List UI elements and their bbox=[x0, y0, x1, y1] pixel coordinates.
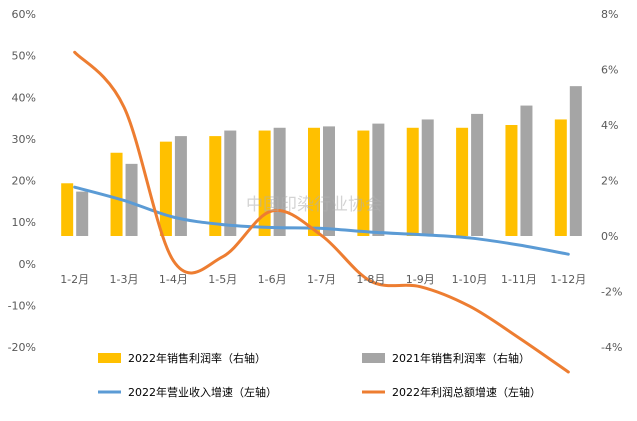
right-tick-label: 6% bbox=[601, 64, 618, 77]
bar-2022-margin bbox=[505, 125, 518, 236]
x-tick-label: 1-6月 bbox=[258, 273, 287, 286]
bar-2021-margin bbox=[273, 127, 286, 236]
right-tick-label: -2% bbox=[601, 286, 622, 299]
right-axis: 8% 6% 4% 2% 0% -2% -4% bbox=[601, 8, 622, 354]
bar-2021-margin bbox=[471, 113, 484, 236]
bar-2022-margin bbox=[110, 152, 123, 236]
bar-2021-margin bbox=[323, 126, 335, 236]
line-profit-growth bbox=[73, 50, 570, 374]
bar-2022-margin bbox=[357, 130, 370, 236]
x-tick-label: 1-9月 bbox=[406, 273, 435, 286]
bar-series bbox=[61, 86, 582, 237]
bar-2022-margin bbox=[456, 127, 469, 236]
bar-2022-margin bbox=[258, 130, 271, 236]
left-axis: 60% 50% 40% 30% 20% 10% 0% -10% -20% bbox=[8, 8, 36, 354]
bar-2022-margin bbox=[61, 183, 74, 236]
line-revenue-growth bbox=[73, 185, 570, 256]
bar-2021-margin bbox=[520, 105, 533, 236]
left-tick-label: -10% bbox=[8, 299, 36, 312]
legend-label: 2022年销售利润率（右轴） bbox=[128, 351, 266, 365]
right-tick-label: -4% bbox=[601, 341, 622, 354]
left-tick-label: -20% bbox=[8, 341, 36, 354]
legend-label: 2022年营业收入增速（左轴） bbox=[128, 385, 277, 399]
left-tick-label: 0% bbox=[19, 258, 36, 271]
bar-2021-margin bbox=[76, 191, 89, 236]
left-tick-label: 40% bbox=[12, 91, 36, 104]
x-tick-label: 1-10月 bbox=[452, 273, 488, 286]
legend-label: 2021年销售利润率（右轴） bbox=[392, 351, 530, 365]
bar-2022-margin bbox=[308, 127, 320, 236]
legend: 2022年销售利润率（右轴） 2021年销售利润率（右轴） 2022年营业收入增速（… bbox=[98, 351, 541, 399]
right-tick-label: 2% bbox=[601, 175, 618, 188]
bar-2021-margin bbox=[569, 86, 582, 237]
bar-2021-margin bbox=[174, 136, 187, 236]
x-tick-label: 1-7月 bbox=[307, 273, 336, 286]
left-tick-label: 50% bbox=[12, 50, 36, 63]
x-tick-label: 1-8月 bbox=[356, 273, 385, 286]
bar-2022-margin bbox=[406, 127, 419, 236]
x-axis-labels: 1-2月 1-3月 1-4月 1-5月 1-6月 1-7月 1-8月 1-9月 1-10月 1-1… bbox=[60, 273, 586, 286]
bar-2021-margin bbox=[125, 163, 138, 236]
left-tick-label: 20% bbox=[12, 175, 36, 188]
bar-2022-margin bbox=[554, 119, 567, 236]
right-tick-label: 8% bbox=[601, 8, 618, 21]
right-tick-label: 0% bbox=[601, 230, 618, 243]
x-tick-label: 1-4月 bbox=[159, 273, 188, 286]
x-tick-label: 1-11月 bbox=[501, 273, 537, 286]
legend-label: 2022年利润总额增速（左轴） bbox=[392, 385, 541, 399]
left-tick-label: 60% bbox=[12, 8, 36, 21]
x-tick-label: 1-12月 bbox=[550, 273, 586, 286]
bar-2021-margin bbox=[224, 130, 237, 236]
left-tick-label: 10% bbox=[12, 216, 36, 229]
left-tick-label: 30% bbox=[12, 133, 36, 146]
bar-2022-margin bbox=[209, 136, 222, 236]
legend-swatch-bar bbox=[362, 353, 385, 363]
right-tick-label: 4% bbox=[601, 119, 618, 132]
bar-2021-margin bbox=[421, 119, 434, 236]
x-tick-label: 1-3月 bbox=[110, 273, 139, 286]
watermark-text: 中国印染行业协会 bbox=[246, 195, 382, 215]
bar-2022-margin bbox=[159, 141, 172, 236]
line-series bbox=[73, 50, 570, 374]
x-tick-label: 1-2月 bbox=[60, 273, 89, 286]
x-tick-label: 1-5月 bbox=[208, 273, 237, 286]
bar-2021-margin bbox=[372, 123, 385, 236]
legend-swatch-bar bbox=[98, 353, 121, 363]
